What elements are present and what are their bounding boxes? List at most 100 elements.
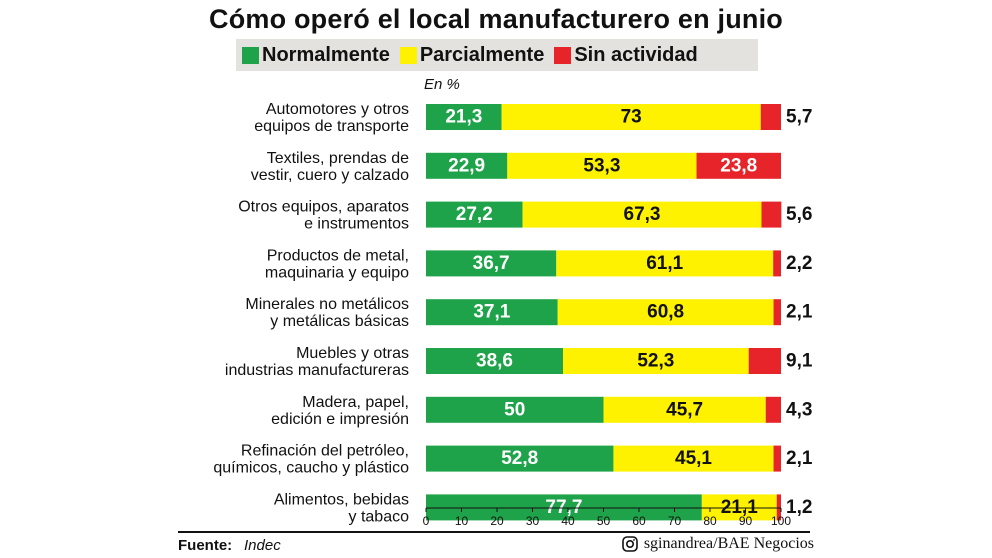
category-label-line: Textiles, prendas de	[267, 150, 409, 167]
category-label: Otros equipos, aparatos e instrumentos	[238, 199, 409, 233]
legend-item-sin-actividad: Sin actividad	[554, 43, 698, 67]
bar-segment-parcialmente	[603, 396, 766, 423]
bar-segment-parcialmente	[563, 348, 749, 374]
category-label-line: equipos de transporte	[254, 118, 409, 135]
bar-segment-sin-actividad	[761, 201, 782, 228]
category-label: Automotores y otros equipos de transporte	[254, 101, 409, 135]
bar-segment-normalmente	[426, 250, 557, 277]
data-label-sin-actividad: 5,7	[786, 107, 812, 128]
legend-swatch-sin-actividad	[554, 46, 572, 64]
category-label-line: Refinación del petróleo,	[241, 443, 409, 460]
bar-segment-normalmente	[426, 299, 558, 326]
data-label-sin-actividad: 9,1	[786, 351, 813, 372]
unit-label: En %	[424, 76, 460, 93]
bar-segment-sin-actividad	[773, 299, 781, 326]
category-label: Productos de metal, maquinaria y equipo	[265, 247, 409, 281]
data-label-sin-actividad: 23,8	[720, 155, 757, 176]
bar-segment-normalmente	[426, 494, 702, 521]
bar-segment-sin-actividad	[773, 250, 781, 277]
x-tick-label: 60	[632, 514, 646, 528]
data-label-parcialmente: 73	[621, 107, 642, 128]
legend-label-normalmente: Normalmente	[262, 43, 390, 66]
data-label-parcialmente: 61,1	[646, 253, 683, 274]
data-label-normalmente: 77,7	[545, 497, 582, 518]
legend: Normalmente Parcialmente Sin actividad	[236, 39, 758, 71]
credit-text: sginandrea/BAE Negocios	[643, 535, 814, 552]
legend-label-parcialmente: Parcialmente	[419, 43, 545, 66]
legend-swatch-parcialmente	[399, 46, 417, 64]
x-tick-label: 40	[561, 514, 575, 528]
data-label-normalmente: 37,1	[473, 302, 510, 323]
data-label-normalmente: 22,9	[448, 155, 485, 176]
legend-label-sin-actividad: Sin actividad	[574, 43, 698, 66]
chart-title: Cómo operó el local manufacturero en jun…	[209, 4, 783, 34]
bar-segment-parcialmente	[556, 250, 774, 277]
data-label-normalmente: 27,2	[456, 204, 493, 225]
credit: sginandrea/BAE Negocios	[622, 535, 814, 553]
category-label: Refinación del petróleo, químicos, caucho…	[213, 443, 409, 477]
category-label-line: Muebles y otras	[296, 345, 409, 362]
legend-swatch-normalmente	[242, 46, 259, 64]
bar-segment-normalmente	[426, 201, 523, 228]
bar-segment-parcialmente	[522, 201, 762, 228]
bar-segment-sin-actividad	[765, 396, 781, 423]
footer-rule	[178, 531, 810, 533]
bar-segment-normalmente	[426, 396, 604, 423]
bar-segment-normalmente	[426, 348, 564, 374]
category-label: Alimentos, bebidas y tabaco	[274, 491, 409, 525]
bar-segment-parcialmente	[507, 152, 697, 179]
bar-segment-normalmente	[426, 445, 614, 472]
category-label-line: vestir, cuero y calzado	[251, 167, 409, 184]
data-label-normalmente: 50	[504, 399, 525, 420]
data-label-normalmente: 36,7	[473, 253, 510, 274]
data-label-sin-actividad: 2,1	[786, 448, 813, 469]
category-label-line: Otros equipos, aparatos	[238, 199, 409, 216]
source-value: Indec	[244, 537, 281, 554]
bar-segment-parcialmente	[501, 104, 761, 130]
bar-segment-normalmente	[426, 152, 508, 179]
bar-segment-sin-actividad	[773, 445, 781, 472]
data-label-normalmente: 38,6	[476, 351, 513, 372]
bar-segment-normalmente	[426, 104, 502, 130]
data-label-normalmente: 21,3	[445, 107, 482, 128]
category-label-line: químicos, caucho y plástico	[213, 460, 409, 477]
category-label: Textiles, prendas de vestir, cuero y calz…	[251, 150, 409, 184]
category-label-line: e instrumentos	[304, 216, 409, 233]
data-label-parcialmente: 52,3	[637, 351, 674, 372]
source-prefix: Fuente:	[178, 537, 233, 554]
bar-segment-parcialmente	[701, 494, 777, 521]
category-label-line: maquinaria y equipo	[265, 264, 409, 281]
bar-segment-parcialmente	[613, 445, 774, 472]
data-label-sin-actividad: 5,6	[786, 204, 812, 225]
x-tick-label: 70	[668, 514, 682, 528]
data-label-parcialmente: 45,1	[675, 448, 712, 469]
data-label-sin-actividad: 4,3	[786, 399, 812, 420]
data-label-parcialmente: 60,8	[647, 302, 684, 323]
data-label-normalmente: 52,8	[501, 448, 538, 469]
x-tick-label: 0	[423, 514, 430, 528]
category-label-line: Minerales no metálicos	[245, 296, 409, 313]
bar-segment-sin-actividad	[760, 104, 781, 130]
data-label-sin-actividad: 2,2	[786, 253, 812, 274]
bar-segment-parcialmente	[557, 299, 774, 326]
data-label-parcialmente: 53,3	[583, 155, 620, 176]
legend-item-parcialmente: Parcialmente	[399, 43, 545, 67]
data-label-sin-actividad: 1,2	[786, 497, 812, 518]
category-label-line: Productos de metal,	[267, 247, 409, 264]
x-tick-label: 100	[771, 514, 791, 528]
x-tick-label: 30	[526, 514, 540, 528]
category-label: Madera, papel, edición e impresión	[271, 394, 409, 428]
x-tick-label: 90	[739, 514, 753, 528]
x-tick-label: 50	[597, 514, 611, 528]
x-tick-label: 20	[490, 514, 504, 528]
category-label-line: Automotores y otros	[266, 101, 409, 118]
category-label: Minerales no metálicos y metálicas básica…	[245, 296, 409, 330]
legend-item-normalmente: Normalmente	[242, 44, 390, 67]
data-label-parcialmente: 45,7	[666, 399, 703, 420]
category-label-line: y tabaco	[349, 508, 410, 525]
instagram-icon	[622, 536, 638, 552]
category-label-line: Alimentos, bebidas	[274, 491, 409, 508]
bar-segment-sin-actividad	[696, 152, 781, 179]
bar-segment-sin-actividad	[748, 348, 781, 374]
